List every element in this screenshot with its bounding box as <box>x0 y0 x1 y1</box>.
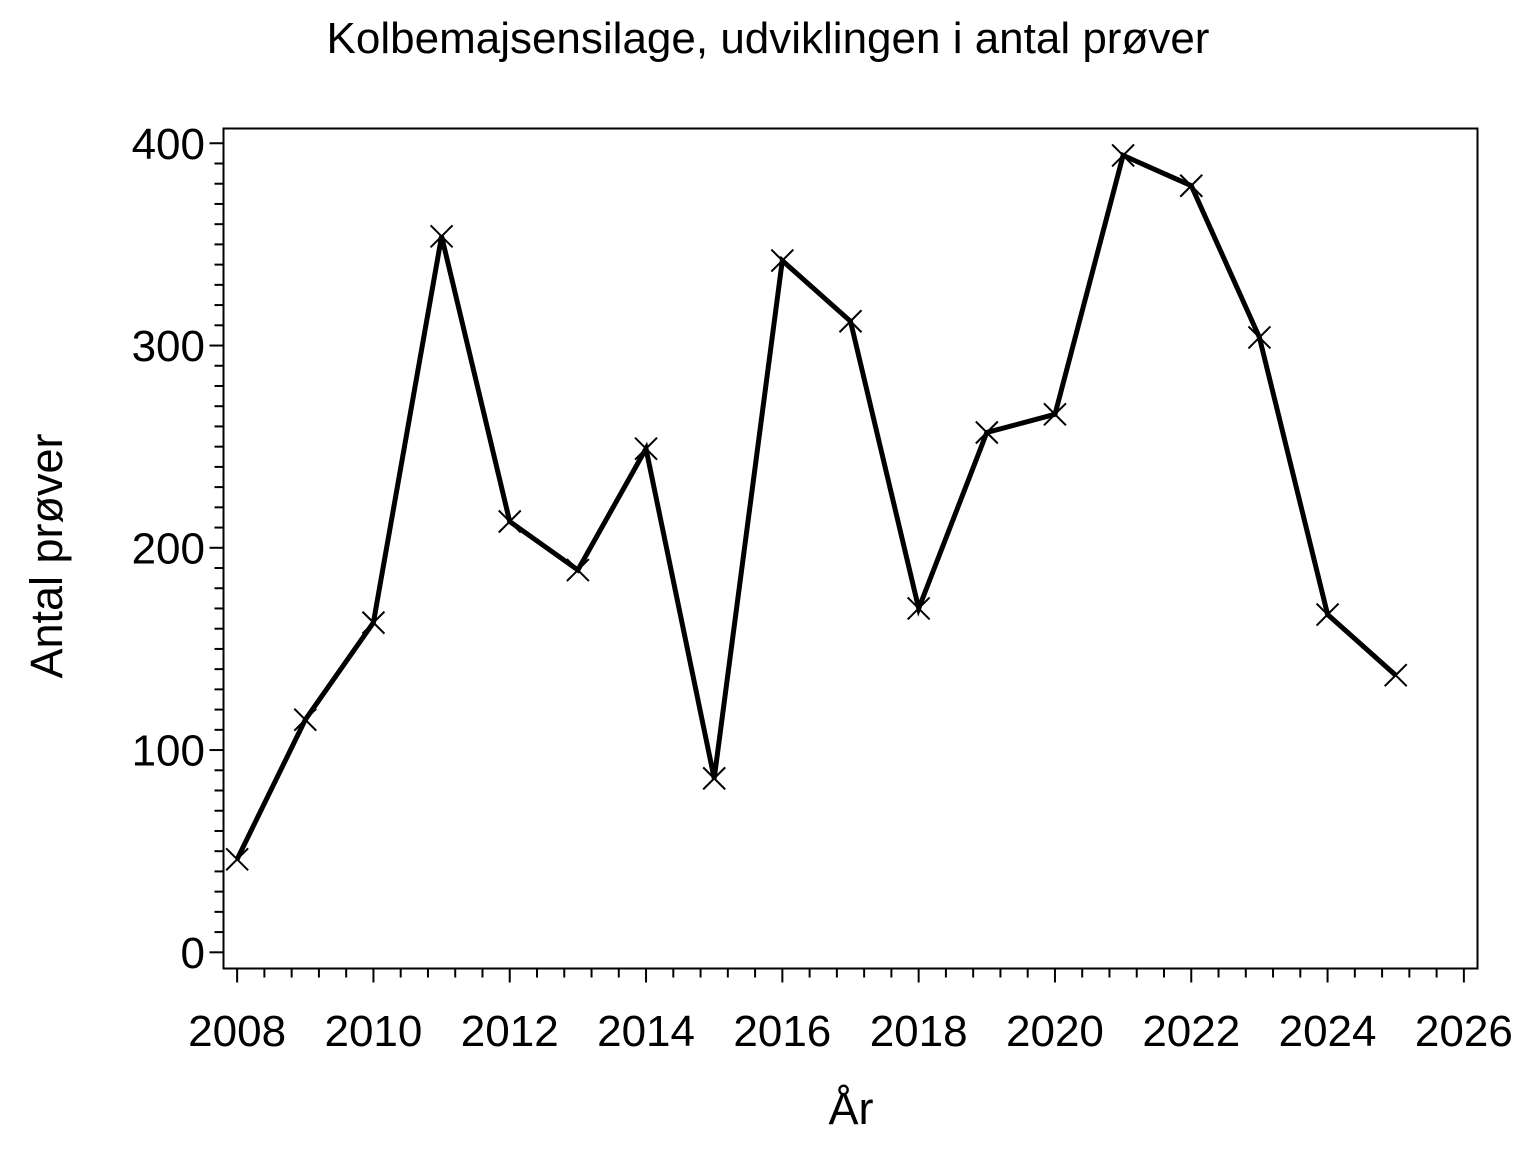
y-tick-label: 200 <box>132 524 205 573</box>
x-tick-label: 2012 <box>461 1007 559 1056</box>
x-marker <box>1043 402 1067 427</box>
x-marker <box>838 309 863 333</box>
x-tick-label: 2018 <box>870 1007 968 1056</box>
x-marker <box>1384 663 1408 687</box>
x-marker <box>361 610 386 635</box>
x-tick-label: 2014 <box>597 1007 695 1056</box>
x-marker <box>293 708 317 732</box>
x-marker <box>1111 143 1135 168</box>
x-marker <box>702 766 726 791</box>
x-tick-label: 2008 <box>188 1007 286 1056</box>
x-axis-tick-labels: 2008 2010 2012 2014 2016 2018 2020 2022 2024 2026 <box>188 1007 1513 1056</box>
x-axis-title: År <box>829 1083 874 1134</box>
series-line <box>234 151 1398 861</box>
x-marker <box>429 224 454 249</box>
x-axis-ticks <box>236 968 1465 983</box>
y-axis-tick-labels: 0 100 200 300 400 <box>132 120 205 978</box>
plot-frame-group <box>222 127 1479 970</box>
y-axis-ticks <box>209 142 224 954</box>
x-marker <box>1315 602 1340 627</box>
x-marker <box>498 509 522 534</box>
x-tick-label: 2020 <box>1006 1007 1104 1056</box>
y-tick-label: 300 <box>132 322 205 371</box>
y-tick-label: 100 <box>132 727 205 776</box>
x-tick-label: 2010 <box>324 1007 422 1056</box>
y-tick-label: 0 <box>181 929 205 978</box>
y-tick-label: 400 <box>132 120 205 169</box>
x-tick-label: 2026 <box>1415 1007 1513 1056</box>
x-marker <box>634 436 658 461</box>
x-marker <box>566 558 590 582</box>
x-marker <box>906 596 931 621</box>
x-marker <box>975 420 999 445</box>
data-series <box>225 143 1408 871</box>
x-marker <box>225 847 249 871</box>
x-tick-label: 2022 <box>1142 1007 1240 1056</box>
plot-frame <box>222 127 1479 970</box>
x-tick-label: 2024 <box>1279 1007 1377 1056</box>
x-marker <box>770 248 795 273</box>
x-tick-label: 2016 <box>733 1007 831 1056</box>
chart-title: Kolbemajsensilage, udviklingen i antal p… <box>327 14 1210 63</box>
y-axis-title: Antal prøver <box>21 433 72 678</box>
x-marker <box>1179 174 1203 198</box>
x-marker <box>1247 325 1272 350</box>
